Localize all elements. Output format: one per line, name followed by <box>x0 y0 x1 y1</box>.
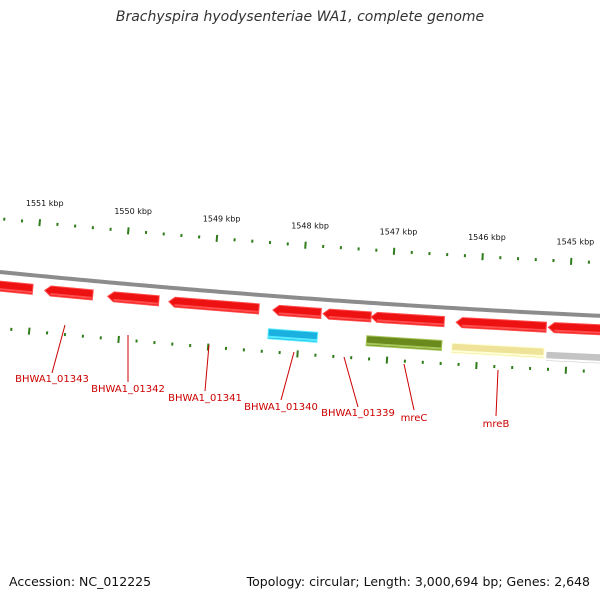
kbp-label: 1547 kbp <box>380 228 418 237</box>
gene-leader-line <box>495 369 499 417</box>
gene-track <box>0 280 600 365</box>
kbp-label-track: 1551 kbp 1550 kbp 1549 kbp 1548 kbp 1547 kbp… <box>26 199 594 246</box>
gene-label: BHWA1_01339 <box>321 408 395 419</box>
kbp-label: 1551 kbp <box>26 199 64 208</box>
gene-feature-shade <box>113 298 159 305</box>
genome-summary-text: Topology: circular; Length: 3,000,694 bp… <box>246 574 590 589</box>
inner-tick <box>27 327 31 335</box>
gene-leader-line <box>204 344 210 392</box>
gene-label: mreC <box>401 413 428 424</box>
outer-tick <box>304 241 307 249</box>
gene-feature-shade <box>554 329 600 334</box>
gene-feature-shade <box>50 293 93 299</box>
inner-tick <box>117 335 120 344</box>
inner-tick <box>206 343 210 351</box>
gene-label: BHWA1_01341 <box>168 393 242 404</box>
gene-label: mreB <box>483 419 510 430</box>
gene-feature-shade <box>366 342 442 350</box>
gene-feature-shade <box>328 316 371 321</box>
gene-leader-line <box>280 351 295 401</box>
gene-feature-shade <box>174 304 259 313</box>
outer-tick <box>126 227 130 235</box>
gene-label: BHWA1_01343 <box>15 374 89 385</box>
gene-label-track: BHWA1_01343BHWA1_01342BHWA1_01341BHWA1_0… <box>15 324 510 430</box>
gene-feature-shade <box>451 350 544 358</box>
kbp-label: 1549 kbp <box>203 215 241 224</box>
gene-feature-shade <box>0 288 33 294</box>
gene-leader-line <box>343 356 359 408</box>
map-title: Brachyspira hyodysenteriae WA1, complete… <box>115 9 485 25</box>
outer-tick-track <box>3 217 590 265</box>
gene-feature-shade <box>461 324 547 332</box>
gene-label: BHWA1_01342 <box>91 384 165 395</box>
gene-leader-line <box>51 324 66 374</box>
kbp-label: 1545 kbp <box>557 238 595 247</box>
genome-backbone <box>0 269 600 318</box>
outer-tick <box>215 234 219 242</box>
kbp-label: 1546 kbp <box>468 233 506 242</box>
outer-tick <box>38 219 42 227</box>
kbp-label: 1550 kbp <box>114 207 152 216</box>
accession-text: Accession: NC_012225 <box>9 574 152 589</box>
gene-leader-line <box>403 363 415 411</box>
inner-tick-track <box>10 327 585 374</box>
kbp-label: 1548 kbp <box>291 221 329 230</box>
gene-feature-shade <box>545 358 600 363</box>
gene-feature-shade <box>267 335 318 342</box>
gene-label: BHWA1_01340 <box>244 402 318 413</box>
gene-feature-shade <box>278 312 321 318</box>
gene-feature-shade <box>376 319 445 326</box>
inner-tick <box>296 350 299 358</box>
